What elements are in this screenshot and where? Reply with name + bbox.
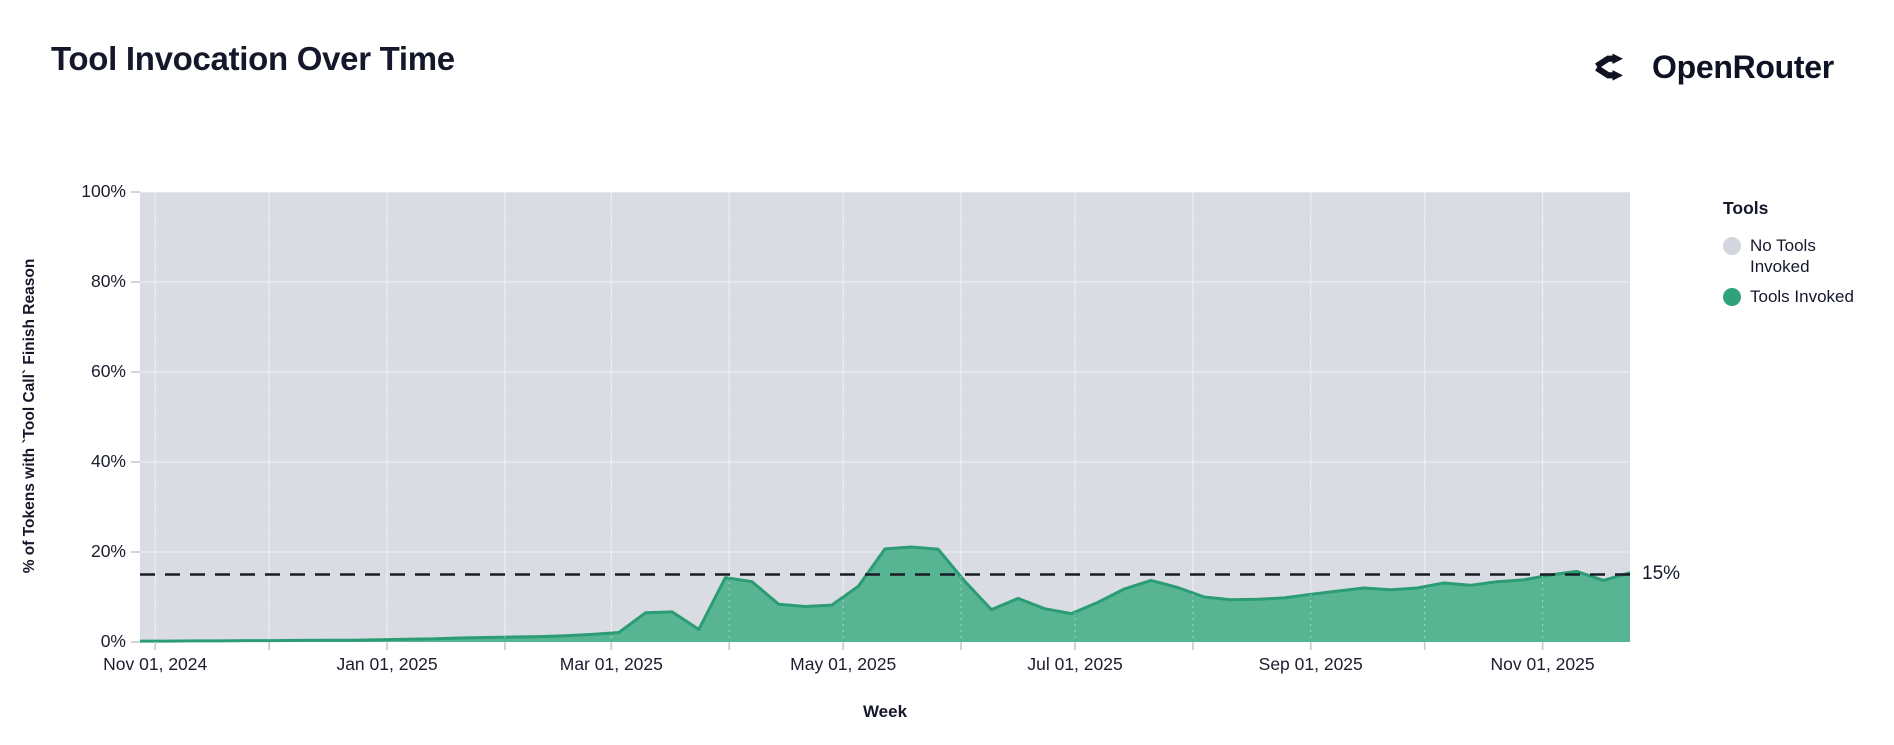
x-tick-label: Jul 01, 2025 bbox=[1027, 654, 1123, 674]
y-axis-title: % of Tokens with `Tool Call` Finish Reas… bbox=[21, 258, 38, 574]
legend-item-label: No Tools Invoked bbox=[1750, 236, 1816, 276]
y-tick-label: 40% bbox=[90, 451, 126, 471]
tools-invoked-swatch bbox=[1723, 288, 1741, 306]
openrouter-logo[interactable]: OpenRouter bbox=[1582, 46, 1834, 88]
legend: Tools No Tools Invoked Tools Invoked bbox=[1723, 198, 1893, 316]
x-tick-label: Mar 01, 2025 bbox=[559, 654, 663, 674]
y-tick-label: 100% bbox=[81, 181, 126, 201]
reference-line-label: 15% bbox=[1642, 562, 1681, 584]
tools-invoked-area bbox=[140, 547, 1630, 642]
x-tick-label: Jan 01, 2025 bbox=[336, 654, 438, 674]
openrouter-icon bbox=[1582, 46, 1636, 88]
y-tick-label: 0% bbox=[100, 631, 126, 651]
legend-item-tools-invoked[interactable]: Tools Invoked bbox=[1723, 286, 1893, 307]
y-tick-label: 20% bbox=[90, 541, 126, 561]
no-tools-invoked-swatch bbox=[1723, 237, 1741, 255]
legend-item-label: Tools Invoked bbox=[1750, 287, 1854, 306]
openrouter-wordmark: OpenRouter bbox=[1652, 48, 1834, 85]
x-tick-label: Nov 01, 2025 bbox=[1490, 654, 1595, 674]
y-tick-label: 60% bbox=[90, 361, 126, 381]
y-tick-label: 80% bbox=[90, 271, 126, 291]
x-tick-label: May 01, 2025 bbox=[790, 654, 897, 674]
legend-title: Tools bbox=[1723, 198, 1769, 218]
legend-item-no-tools-invoked[interactable]: No Tools Invoked bbox=[1723, 235, 1893, 277]
page-title: Tool Invocation Over Time bbox=[51, 40, 455, 77]
x-tick-label: Nov 01, 2024 bbox=[103, 654, 208, 674]
x-axis-title: Week bbox=[862, 702, 908, 721]
x-tick-label: Sep 01, 2025 bbox=[1258, 654, 1363, 674]
